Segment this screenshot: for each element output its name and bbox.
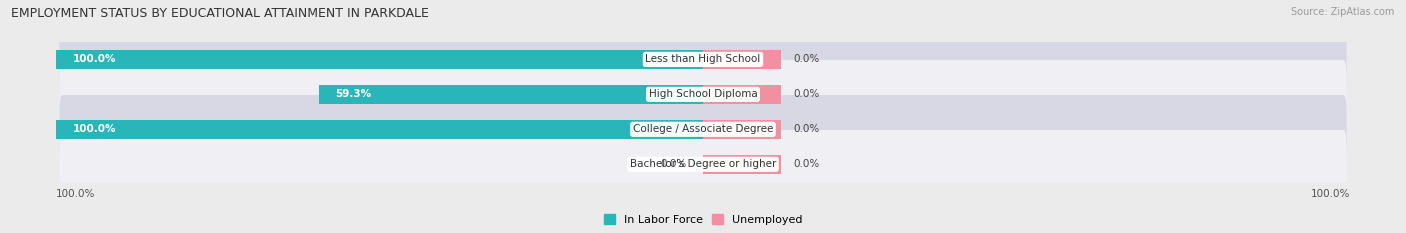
Text: 0.0%: 0.0%	[793, 89, 820, 99]
FancyBboxPatch shape	[59, 25, 1347, 94]
Text: EMPLOYMENT STATUS BY EDUCATIONAL ATTAINMENT IN PARKDALE: EMPLOYMENT STATUS BY EDUCATIONAL ATTAINM…	[11, 7, 429, 20]
FancyBboxPatch shape	[59, 130, 1347, 199]
Text: 0.0%: 0.0%	[661, 159, 688, 169]
Text: 100.0%: 100.0%	[73, 124, 115, 134]
Text: High School Diploma: High School Diploma	[648, 89, 758, 99]
Text: 0.0%: 0.0%	[793, 124, 820, 134]
Bar	[56, 50, 703, 69]
Bar	[703, 50, 780, 69]
Text: 100.0%: 100.0%	[56, 189, 96, 199]
Bar	[703, 120, 780, 139]
Text: College / Associate Degree: College / Associate Degree	[633, 124, 773, 134]
Text: Less than High School: Less than High School	[645, 55, 761, 64]
Text: 0.0%: 0.0%	[793, 159, 820, 169]
Text: 59.3%: 59.3%	[336, 89, 371, 99]
Text: Bachelor's Degree or higher: Bachelor's Degree or higher	[630, 159, 776, 169]
Bar	[319, 85, 703, 104]
Text: 100.0%: 100.0%	[1310, 189, 1350, 199]
Text: 0.0%: 0.0%	[793, 55, 820, 64]
FancyBboxPatch shape	[59, 60, 1347, 129]
Text: Source: ZipAtlas.com: Source: ZipAtlas.com	[1291, 7, 1395, 17]
Bar	[56, 120, 703, 139]
Text: 100.0%: 100.0%	[73, 55, 115, 64]
FancyBboxPatch shape	[59, 95, 1347, 164]
Legend: In Labor Force, Unemployed: In Labor Force, Unemployed	[599, 210, 807, 229]
Bar	[703, 155, 780, 174]
Bar	[703, 85, 780, 104]
